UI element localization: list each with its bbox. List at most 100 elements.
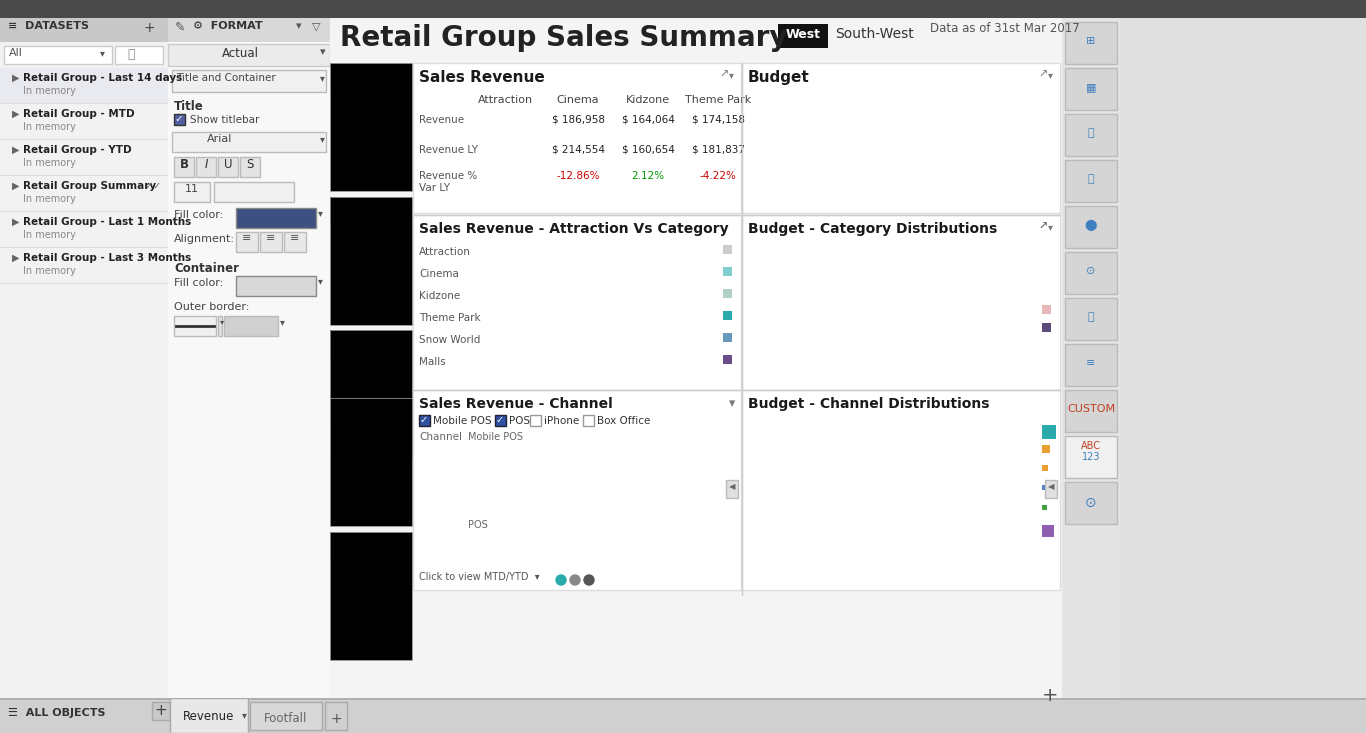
Y-axis label: Revenue % Var Budget: Revenue % Var Budget — [744, 453, 754, 557]
Text: %...: %... — [359, 337, 382, 347]
FancyBboxPatch shape — [331, 197, 413, 225]
FancyBboxPatch shape — [173, 182, 210, 202]
Text: Attraction: Attraction — [419, 247, 471, 257]
Text: ≡  DATASETS: ≡ DATASETS — [8, 21, 89, 31]
Text: ▾: ▾ — [296, 21, 302, 31]
Text: Channel: Channel — [419, 432, 462, 442]
Bar — [503, 252, 518, 265]
Text: Revenue %
Var LY: Revenue % Var LY — [419, 171, 477, 193]
Text: B: B — [179, 158, 189, 171]
Text: Attraction: Attraction — [478, 95, 533, 105]
X-axis label: Category: Category — [870, 405, 918, 414]
Ellipse shape — [940, 157, 958, 164]
Bar — [593, 366, 604, 379]
Text: ↗: ↗ — [393, 537, 402, 547]
Bar — [638, 252, 658, 265]
FancyBboxPatch shape — [195, 157, 216, 177]
FancyBboxPatch shape — [168, 18, 331, 698]
Text: Sales Revenue - Channel: Sales Revenue - Channel — [419, 397, 613, 411]
FancyBboxPatch shape — [723, 245, 732, 254]
FancyBboxPatch shape — [1042, 505, 1046, 510]
Point — [1000, 559, 1022, 571]
FancyBboxPatch shape — [331, 225, 413, 325]
Text: South-West: South-West — [835, 27, 914, 41]
Text: ▾: ▾ — [242, 710, 247, 720]
FancyBboxPatch shape — [284, 232, 306, 252]
FancyBboxPatch shape — [331, 398, 413, 426]
Text: ↗: ↗ — [393, 335, 402, 345]
Text: ▶: ▶ — [12, 73, 19, 83]
Text: -12.86%: -12.86% — [556, 171, 600, 181]
Text: ▦: ▦ — [1086, 82, 1097, 92]
Text: Arial: Arial — [208, 134, 232, 144]
Text: Kidzone: Kidzone — [626, 95, 671, 105]
Bar — [878, 126, 904, 205]
Circle shape — [585, 575, 594, 585]
Ellipse shape — [882, 156, 900, 163]
FancyBboxPatch shape — [1042, 525, 1055, 537]
Text: ▾: ▾ — [404, 335, 408, 344]
FancyBboxPatch shape — [331, 63, 413, 91]
Text: ≡: ≡ — [242, 233, 251, 243]
Text: $ 164,064: $ 164,064 — [622, 115, 675, 125]
Text: $ 1,812,...: $ 1,812,... — [333, 121, 408, 134]
FancyBboxPatch shape — [331, 532, 413, 660]
Text: Outer border:: Outer border: — [173, 302, 250, 312]
FancyBboxPatch shape — [0, 104, 168, 140]
Text: ▾: ▾ — [320, 73, 325, 83]
FancyBboxPatch shape — [0, 211, 168, 212]
Text: +: + — [331, 712, 342, 726]
Text: 11: 11 — [184, 184, 199, 194]
Text: ▾: ▾ — [320, 47, 325, 57]
Bar — [934, 120, 962, 205]
FancyBboxPatch shape — [331, 358, 413, 458]
FancyBboxPatch shape — [723, 311, 732, 320]
Bar — [548, 298, 572, 310]
Bar — [923, 303, 948, 384]
Text: ≡: ≡ — [266, 233, 276, 243]
Bar — [790, 125, 817, 205]
Text: 1.93%: 1.93% — [348, 590, 393, 603]
Point — [891, 441, 912, 453]
FancyBboxPatch shape — [236, 208, 316, 228]
Text: ↗: ↗ — [1038, 222, 1048, 232]
Text: Fill color:: Fill color: — [173, 278, 223, 288]
Text: ✓: ✓ — [419, 415, 428, 425]
Text: ⊙: ⊙ — [1086, 266, 1096, 276]
Text: Snow World: Snow World — [419, 335, 481, 345]
Text: ▾: ▾ — [100, 48, 105, 58]
FancyBboxPatch shape — [0, 18, 168, 698]
Text: Retail Group - Last 1 Months: Retail Group - Last 1 Months — [23, 217, 191, 227]
FancyBboxPatch shape — [331, 330, 413, 358]
FancyBboxPatch shape — [331, 91, 413, 191]
Bar — [548, 366, 566, 379]
Text: ▶: ▶ — [12, 181, 19, 191]
Bar — [548, 275, 574, 287]
Text: ▾: ▾ — [220, 317, 224, 326]
Bar — [638, 344, 656, 356]
Text: 📉: 📉 — [1087, 174, 1094, 184]
FancyBboxPatch shape — [0, 175, 168, 176]
Text: I: I — [205, 158, 208, 171]
Text: U: U — [224, 158, 232, 171]
Text: Actual: Actual — [221, 47, 258, 60]
Ellipse shape — [795, 157, 813, 164]
Text: 123: 123 — [1082, 452, 1100, 462]
FancyBboxPatch shape — [413, 215, 740, 390]
Bar — [964, 301, 990, 384]
Bar — [593, 320, 609, 334]
FancyBboxPatch shape — [0, 698, 1366, 700]
FancyBboxPatch shape — [1042, 465, 1048, 471]
Text: All: All — [10, 48, 23, 58]
Text: ▾: ▾ — [404, 537, 408, 546]
Text: ≡: ≡ — [1086, 358, 1096, 368]
Text: West: West — [785, 28, 821, 41]
Bar — [966, 125, 993, 205]
Text: ↗: ↗ — [393, 68, 402, 78]
FancyBboxPatch shape — [331, 398, 413, 526]
FancyBboxPatch shape — [115, 46, 163, 64]
FancyBboxPatch shape — [331, 63, 413, 191]
Text: Retail Group Summary: Retail Group Summary — [23, 181, 156, 191]
Text: CUSTOM: CUSTOM — [1067, 404, 1115, 414]
Bar — [503, 275, 520, 287]
